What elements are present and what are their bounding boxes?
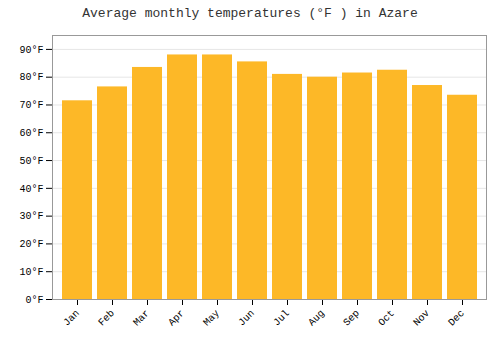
svg-text:Jan: Jan: [61, 308, 82, 329]
svg-text:Apr: Apr: [166, 308, 187, 329]
svg-text:80°F: 80°F: [19, 72, 43, 83]
svg-text:90°F: 90°F: [19, 45, 43, 56]
html-text:Average monthly temperatures (: Average monthly temperatures (°F ) in Az…: [82, 6, 418, 21]
svg-text:70°F: 70°F: [19, 100, 43, 111]
svg-text:50°F: 50°F: [19, 156, 43, 167]
svg-text:Mar: Mar: [131, 308, 152, 329]
svg-text:40°F: 40°F: [19, 184, 43, 195]
svg-text:30°F: 30°F: [19, 211, 43, 222]
svg-text:0°F: 0°F: [25, 295, 43, 306]
svg-text:Sep: Sep: [341, 308, 362, 329]
svg-text:Jun: Jun: [236, 308, 257, 329]
svg-text:Feb: Feb: [96, 308, 117, 329]
svg-text:Jul: Jul: [271, 308, 292, 329]
svg-text:Aug: Aug: [306, 308, 327, 329]
svg-text:60°F: 60°F: [19, 128, 43, 139]
svg-text:May: May: [201, 308, 222, 329]
svg-text:10°F: 10°F: [19, 267, 43, 278]
svg-text:Dec: Dec: [446, 308, 467, 329]
svg-text:20°F: 20°F: [19, 239, 43, 250]
svg-text:Nov: Nov: [411, 308, 432, 329]
svg-text:Oct: Oct: [376, 308, 397, 329]
